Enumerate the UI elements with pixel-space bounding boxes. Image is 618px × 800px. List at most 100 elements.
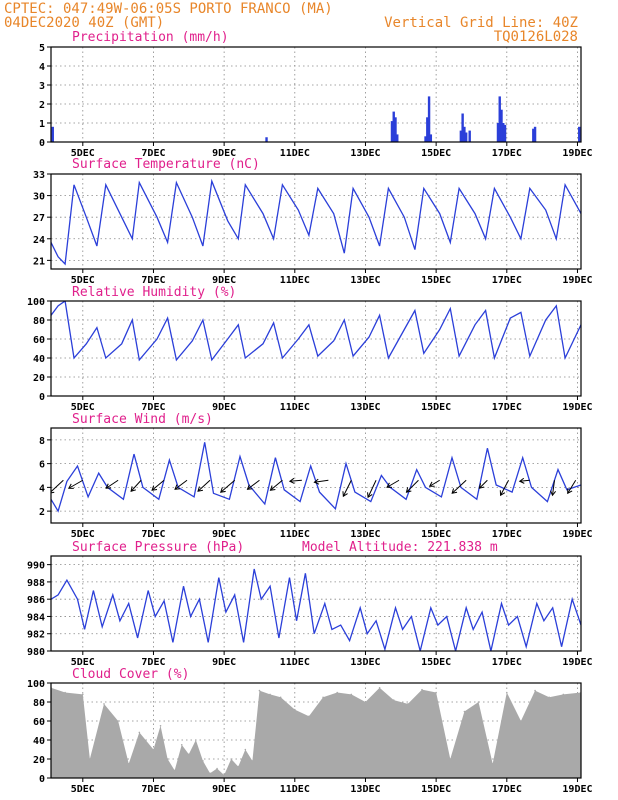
x-tick-label: 11DEC [280,529,310,540]
x-tick-label: 7DEC [141,529,165,540]
precip-bar [578,126,581,142]
y-tick-label: 40 [33,736,45,747]
wind-arrow [51,479,64,493]
wind-arrow-head [67,483,74,489]
precip-bar [468,130,471,142]
model-altitude-label: Model Altitude: 221.838 m [302,540,498,555]
wind-arrow [174,479,188,490]
wind-arrow [451,479,467,494]
cloud-cover-point [166,758,169,760]
x-tick-label: 15DEC [421,784,451,795]
cloud-cover-point [279,696,282,699]
pressure-line [51,568,581,651]
wind-arrow-head [105,483,112,489]
precip-bar [429,134,433,142]
cloud-cover-point [477,701,480,703]
wind-arrow-head [269,485,276,491]
wind-arrow-head [51,488,55,494]
cloud-cover-title: Cloud Cover (%) [72,667,189,682]
precip-bar [394,117,397,142]
wind-arrow-head [478,483,485,489]
wind-arrow-head [219,487,226,493]
precip-bar [464,132,468,142]
cloud-cover-point [180,743,183,746]
precip-bar [51,126,54,142]
wind-arrow [552,480,555,496]
cloud-cover-point [322,696,324,699]
cloud-cover-point [244,748,247,751]
header-left-line1: CPTEC: 047:49W-06:05S PORTO FRANCO (MA) [4,1,333,17]
cloud-cover-point [506,691,508,694]
wind-arrow [151,479,165,491]
header-right-line2: TQ0126L028 [494,29,578,45]
x-tick-label: 15DEC [421,529,451,540]
wind-arrow [105,479,119,489]
y-tick-label: 80 [33,698,45,709]
x-tick-label: 7DEC [141,148,165,159]
cloud-cover-point [562,693,565,696]
y-tick-label: 984 [27,612,45,623]
y-tick-label: 24 [33,235,45,246]
x-tick-label: 15DEC [421,657,451,668]
plot-area [51,96,581,142]
x-tick-label: 17DEC [492,657,522,668]
y-tick-label: 4 [39,62,45,73]
precip-bar [424,136,427,142]
cloud-cover-point [258,689,261,692]
wind-arrow-head [428,481,435,487]
wind-arrow [519,479,530,482]
y-tick-label: 990 [27,561,45,572]
wind-arrow [500,480,510,496]
pressure-panel: Surface Pressure (hPa) Model Altitude: 2… [27,540,593,668]
x-tick-label: 5DEC [71,784,95,795]
precipitation-title: Precipitation (mm/h) [72,30,229,45]
y-tick-label: 0 [39,392,45,403]
cloud-cover-point [548,696,550,699]
precip-bar [533,126,537,142]
x-tick-label: 13DEC [350,275,380,286]
y-tick-label: 980 [27,647,45,658]
wind-title: Surface Wind (m/s) [72,412,213,427]
precipitation-panel: Precipitation (mm/h) 0 1 2 3 4 5 5DEC 7DEC 9DEC 1… [39,30,593,159]
precip-bar [463,126,466,142]
y-tick-label: 2 [39,507,45,518]
x-tick-label: 19DEC [562,529,592,540]
wind-arrow [220,479,236,493]
y-tick-label: 30 [33,192,45,203]
precip-bar [503,124,507,142]
precip-bar [459,130,463,142]
x-tick-label: 5DEC [71,402,95,413]
precip-bar [427,96,431,142]
x-tick-label: 7DEC [141,657,165,668]
temperature-line [51,178,581,266]
y-tick-label: 8 [39,436,45,447]
cloud-cover-point [173,769,176,772]
wind-arrow [406,479,419,493]
y-tick-label: 0 [39,774,45,785]
y-tick-label: 60 [33,335,45,346]
cloud-cover-point [230,758,232,760]
wind-arrow [342,480,352,497]
cloud-cover-point [435,691,437,694]
y-tick-label: 982 [27,630,45,641]
wind-arrow [314,479,329,483]
cloud-cover-point [152,748,155,751]
y-tick-label: 986 [27,595,45,606]
wind-arrow-head [386,482,393,488]
cloud-cover-point [127,762,130,765]
temperature-title: Surface Temperature (nC) [72,157,260,172]
wind-arrow-head [342,491,348,498]
y-tick-label: 40 [33,354,45,365]
cloud-cover-point [117,720,119,722]
plot-area [51,686,581,778]
precip-bar [498,96,501,142]
x-tick-label: 9DEC [212,784,236,795]
y-tick-label: 100 [27,297,45,308]
y-tick-label: 20 [33,373,45,384]
x-tick-label: 9DEC [212,402,236,413]
precip-bar [265,137,268,142]
cloud-cover-area [51,687,581,778]
cloud-cover-point [195,739,197,741]
y-tick-label: 988 [27,578,45,589]
